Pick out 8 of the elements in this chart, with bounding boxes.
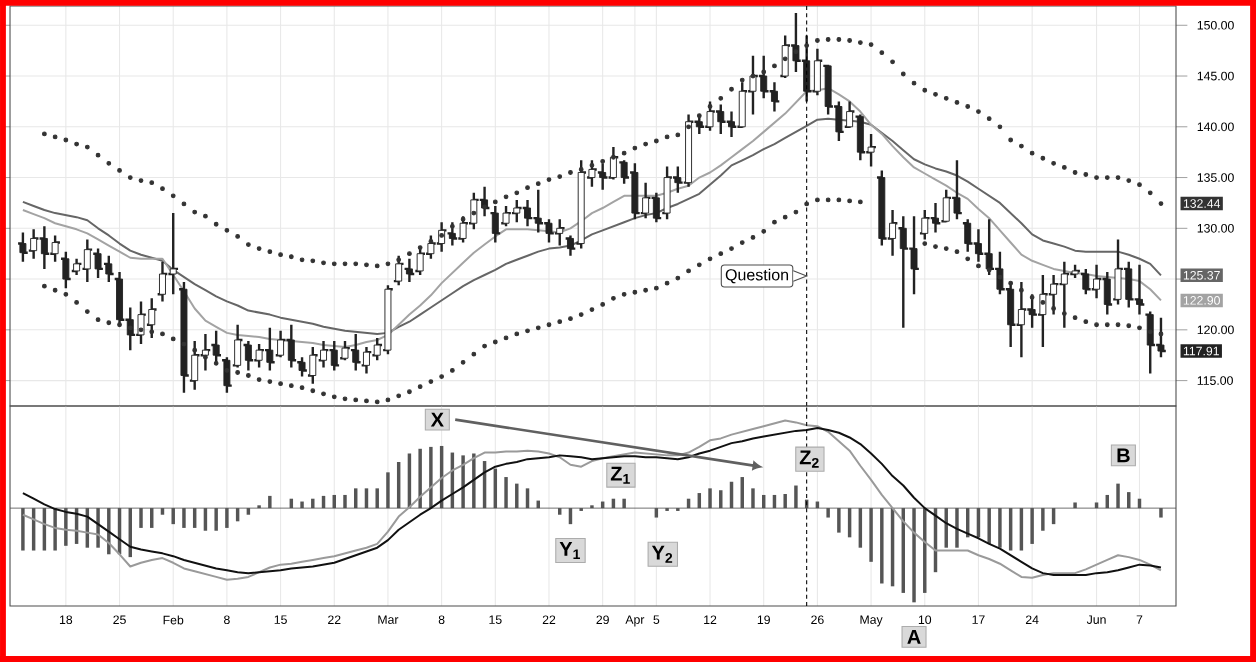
annotation: B xyxy=(1117,448,1130,463)
annotation: Y$_{1}$ xyxy=(559,542,580,559)
annotation: Question xyxy=(725,268,789,284)
annotation: Y$_{2}$ xyxy=(651,545,673,563)
annotation: Z$_{2}$ xyxy=(799,450,819,468)
text: A xyxy=(907,629,921,644)
annotation: X xyxy=(430,412,444,427)
annotation: Z$_{1}$ xyxy=(610,466,630,484)
